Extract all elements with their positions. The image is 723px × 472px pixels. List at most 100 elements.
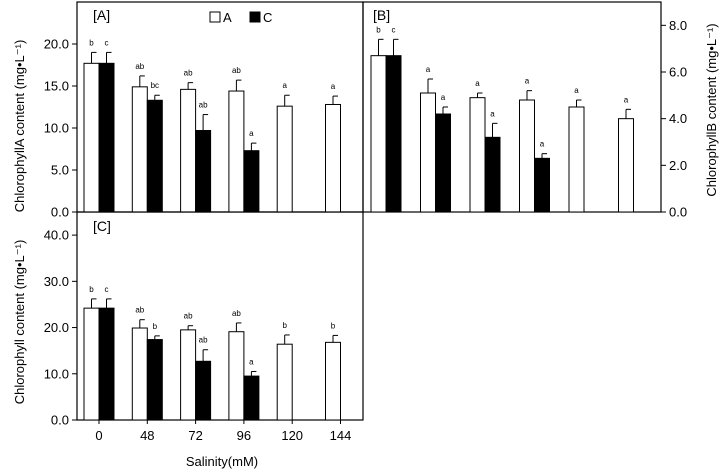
panel-c-frame — [76, 211, 364, 421]
bar-a-96 — [228, 331, 245, 421]
panel-b-bars: b c a a a a a a a a — [370, 25, 634, 213]
y-tick-label: 8.0 — [669, 18, 687, 33]
panel-c: [C] Chlorophyll content (mg•L⁻¹) 0.0 10.0… — [12, 211, 364, 469]
panel-a: [A] ChlorophyllA content (mg•L⁻¹) 0.0 5.0… — [12, 1, 364, 220]
significance-letter: a — [490, 109, 495, 118]
bar-a-48 — [131, 327, 148, 421]
y-tick-label: 20.0 — [44, 320, 69, 335]
x-tick-label: 96 — [237, 428, 251, 443]
x-tick-label: 144 — [330, 428, 352, 443]
bar-a-48 — [420, 92, 436, 213]
y-tick-label: 0.0 — [51, 413, 69, 428]
y-tick-label: 20.0 — [44, 37, 69, 52]
significance-letter: a — [282, 81, 287, 90]
significance-letter: a — [441, 93, 446, 102]
bar-c-96 — [243, 375, 260, 421]
y-tick-label: 10.0 — [44, 366, 69, 381]
significance-letter: a — [540, 140, 545, 149]
bar-c-72 — [195, 130, 212, 213]
significance-letter: b — [331, 321, 336, 330]
bar-c-48 — [146, 339, 163, 421]
significance-letter: c — [392, 25, 396, 34]
significance-letter: ab — [199, 336, 208, 345]
y-tick-label: 2.0 — [669, 158, 687, 173]
y-tick-label: 5.0 — [51, 163, 69, 178]
panel-c-y-axis-title: Chlorophyll content (mg•L⁻¹) — [12, 240, 27, 405]
panel-b-y-ticks: 0.0 2.0 4.0 6.0 8.0 — [661, 18, 687, 220]
bar-a-144 — [325, 341, 341, 421]
significance-letter: bc — [151, 81, 159, 90]
bar-c-48 — [146, 99, 163, 213]
y-tick-label: 40.0 — [44, 228, 69, 243]
x-tick-label: 72 — [188, 428, 202, 443]
panel-b: [B] ChlorophyllB content (mg•L⁻¹) 0.0 2.0… — [362, 1, 719, 220]
y-tick-label: 4.0 — [669, 111, 687, 126]
significance-letter: a — [574, 86, 579, 95]
bar-a-48 — [131, 86, 148, 213]
significance-letter: a — [249, 129, 254, 138]
legend-label-c: C — [263, 10, 272, 25]
panel-c-y-ticks: 0.0 10.0 20.0 30.0 40.0 — [44, 228, 77, 428]
x-axis-title: Salinity(mM) — [186, 454, 258, 469]
significance-letter: a — [426, 65, 431, 74]
significance-letter: ab — [232, 66, 241, 75]
significance-letter: b — [153, 322, 158, 331]
significance-letter: c — [105, 285, 109, 294]
panel-b-label: [B] — [373, 7, 390, 23]
bar-a-96 — [519, 99, 535, 213]
legend-swatch-a — [209, 11, 221, 23]
significance-letter: b — [282, 321, 287, 330]
panel-b-frame — [362, 1, 662, 213]
significance-letter: a — [331, 82, 336, 91]
legend: A C — [209, 10, 272, 25]
bar-c-96 — [534, 157, 550, 213]
significance-letter: ab — [135, 306, 144, 315]
x-tick-label: 48 — [140, 428, 154, 443]
bar-a-144 — [618, 118, 634, 213]
bar-a-72 — [469, 97, 486, 213]
bar-c-0 — [98, 307, 115, 421]
significance-letter: a — [249, 357, 254, 366]
significance-letter: a — [475, 79, 480, 88]
panel-a-y-ticks: 0.0 5.0 10.0 15.0 20.0 — [44, 37, 77, 220]
bar-c-0 — [385, 55, 402, 213]
y-tick-label: 0.0 — [669, 205, 687, 220]
significance-letter: c — [105, 38, 109, 47]
bar-a-120 — [568, 106, 585, 213]
bar-a-72 — [180, 329, 197, 421]
bar-c-96 — [243, 150, 260, 213]
bar-a-72 — [180, 88, 197, 213]
panel-c-x-ticks: 0 48 72 96 120 144 — [95, 420, 351, 443]
significance-letter: b — [89, 285, 94, 294]
y-tick-label: 6.0 — [669, 65, 687, 80]
significance-letter: a — [525, 77, 530, 86]
bar-a-0 — [370, 55, 387, 213]
significance-letter: ab — [232, 309, 241, 318]
panel-b-y-axis-title: ChlorophyllB content (mg•L⁻¹) — [704, 23, 719, 196]
bar-c-48 — [435, 113, 451, 213]
significance-letter: ab — [199, 101, 208, 110]
legend-swatch-c — [249, 11, 261, 23]
x-tick-label: 0 — [95, 428, 102, 443]
y-tick-label: 0.0 — [51, 205, 69, 220]
significance-letter: ab — [135, 62, 144, 71]
bar-a-0 — [83, 307, 100, 421]
panel-c-label: [C] — [93, 218, 111, 234]
bar-a-96 — [228, 90, 245, 213]
y-tick-label: 15.0 — [44, 79, 69, 94]
y-tick-label: 30.0 — [44, 274, 69, 289]
y-tick-label: 10.0 — [44, 121, 69, 136]
significance-letter: ab — [184, 69, 193, 78]
bar-c-72 — [195, 360, 212, 421]
x-tick-label: 120 — [281, 428, 303, 443]
bar-a-120 — [276, 343, 293, 421]
bar-c-0 — [98, 62, 115, 213]
significance-letter: ab — [184, 312, 193, 321]
panel-a-label: [A] — [93, 7, 110, 23]
bar-a-120 — [276, 105, 293, 213]
panel-a-y-axis-title: ChlorophyllA content (mg•L⁻¹) — [12, 40, 27, 213]
